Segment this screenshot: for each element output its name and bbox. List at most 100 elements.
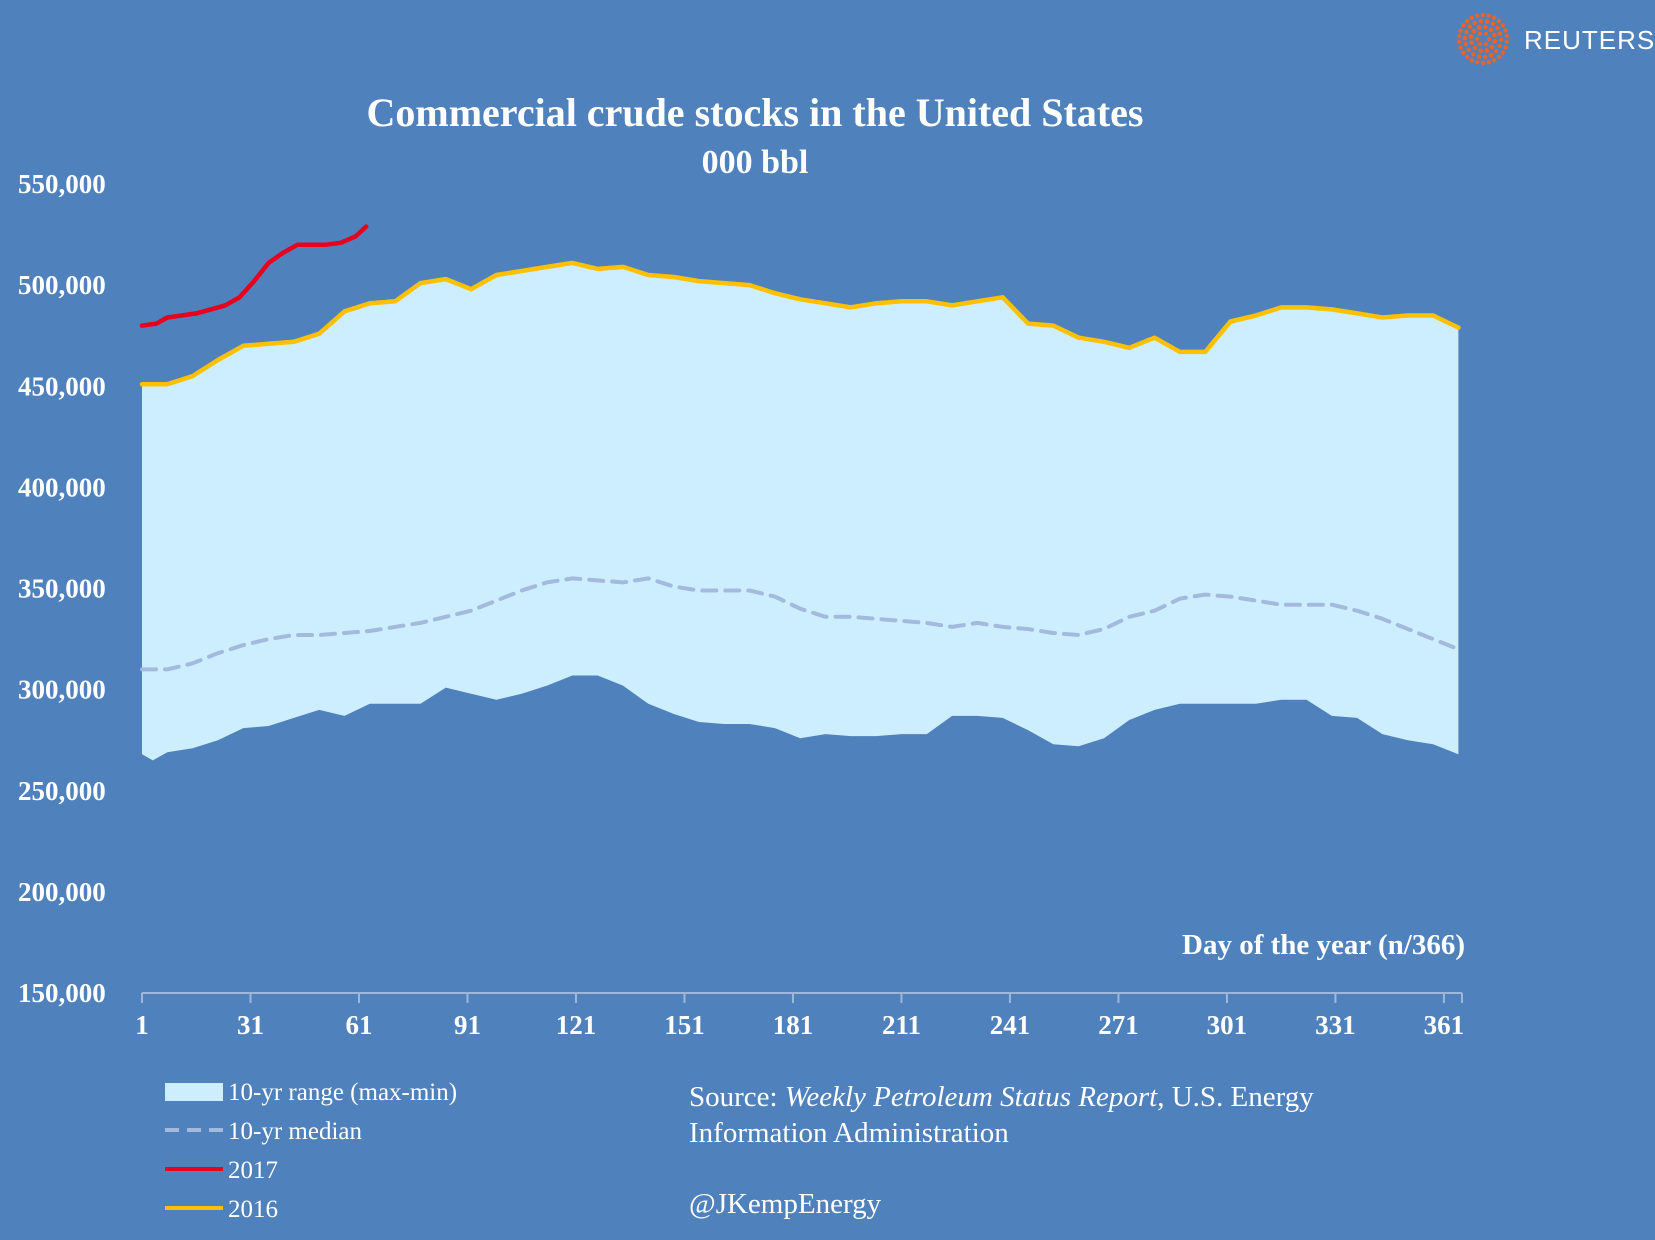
logo-dot	[1483, 42, 1489, 47]
logo-dot	[1461, 50, 1466, 55]
range-band-area	[142, 262, 1459, 761]
x-tick-label: 121	[556, 1010, 597, 1040]
brand-name: REUTERS	[1524, 25, 1655, 55]
logo-dot	[1486, 60, 1492, 65]
reuters-dot-circle-icon	[1457, 12, 1510, 66]
logo-dot	[1492, 39, 1498, 44]
x-tick-label: 1	[135, 1010, 149, 1040]
logo-dot	[1464, 18, 1470, 24]
logo-dot	[1500, 50, 1506, 55]
logo-dot	[1457, 39, 1462, 45]
logo-dot	[1483, 31, 1489, 36]
logo-dot	[1486, 13, 1491, 18]
logo-dot	[1469, 58, 1475, 63]
source-publisher: , U.S. Energy	[1157, 1081, 1314, 1113]
logo-dot	[1491, 15, 1497, 20]
logo-dot	[1465, 54, 1470, 60]
y-tick-label: 200,000	[18, 877, 106, 907]
source-prefix: Source:	[689, 1081, 785, 1113]
logo-dot	[1500, 23, 1505, 28]
logo-dot	[1497, 31, 1503, 36]
x-tick-label: 31	[237, 1010, 264, 1040]
logo-dot	[1462, 35, 1468, 41]
author-handle: @JKempEnergy	[689, 1188, 882, 1220]
logo-dot	[1492, 58, 1497, 63]
logo-dot	[1478, 18, 1484, 24]
legend-label-2017: 2017	[228, 1157, 278, 1184]
legend-item-2017: 2017	[165, 1157, 278, 1184]
logo-dot	[1476, 25, 1482, 30]
legend-swatch-range	[165, 1083, 223, 1101]
logo-dot	[1503, 45, 1508, 50]
logo-dot	[1474, 36, 1480, 42]
x-tick-label: 61	[345, 1010, 372, 1040]
logo-dot	[1484, 48, 1490, 53]
x-axis-label: Day of the year (n/366)	[1182, 929, 1465, 961]
logo-dot	[1483, 24, 1488, 30]
y-tick-label: 450,000	[18, 371, 106, 401]
logo-dot	[1504, 33, 1510, 39]
logo-dot	[1503, 28, 1508, 33]
logo-dot	[1471, 28, 1477, 34]
range-band-layer	[142, 262, 1459, 761]
y-tick-label: 300,000	[18, 675, 106, 705]
x-axis-ticks: 1 31 61 91 121 151 181 211 241 271 301 331 361	[135, 993, 1464, 1040]
series-lines-layer	[139, 224, 1461, 672]
logo-dot	[1478, 48, 1483, 54]
y-tick-label: 500,000	[18, 270, 106, 300]
reuters-logo: REUTERS	[1457, 12, 1655, 66]
logo-dot	[1469, 40, 1474, 46]
series-2017-line	[139, 224, 369, 328]
legend: 10-yr range (max-min) 10-yr median 2017 …	[165, 1079, 457, 1223]
legend-label-2016: 2016	[228, 1196, 278, 1223]
logo-dot	[1463, 42, 1469, 47]
y-tick-label: 150,000	[18, 978, 106, 1008]
source-report-title: Weekly Petroleum Status Report	[785, 1081, 1158, 1113]
chart-title: Commercial crude stocks in the United St…	[367, 90, 1144, 135]
logo-dot	[1468, 34, 1474, 39]
logo-dot	[1466, 47, 1471, 53]
logo-dot	[1458, 28, 1463, 33]
logo-dot	[1477, 42, 1483, 47]
logo-dot	[1489, 44, 1495, 50]
x-tick-label: 361	[1424, 1010, 1465, 1040]
logo-dot	[1493, 49, 1499, 54]
x-tick-label: 241	[990, 1010, 1031, 1040]
y-axis-ticks: 550,000 500,000 450,000 400,000 350,000 300,0…	[18, 169, 106, 1008]
logo-dot	[1458, 45, 1463, 50]
y-tick-label: 250,000	[18, 776, 106, 806]
logo-dot	[1475, 13, 1480, 18]
x-tick-label: 331	[1315, 1010, 1356, 1040]
logo-dot	[1480, 60, 1486, 66]
logo-dot	[1480, 12, 1486, 18]
logo-dot	[1461, 23, 1466, 28]
series-2016-line	[139, 260, 1461, 387]
logo-dot	[1467, 24, 1473, 30]
source-note: Source: Weekly Petroleum Status Report, …	[689, 1081, 1314, 1220]
legend-label-median: 10-yr median	[228, 1118, 362, 1145]
logo-dot	[1498, 37, 1504, 43]
x-tick-label: 301	[1207, 1010, 1248, 1040]
legend-item-range: 10-yr range (max-min)	[165, 1079, 457, 1106]
legend-label-range: 10-yr range (max-min)	[228, 1079, 457, 1106]
logo-dot	[1476, 54, 1482, 59]
logo-dot	[1457, 34, 1462, 39]
legend-item-2016: 2016	[165, 1196, 278, 1223]
y-tick-label: 400,000	[18, 472, 106, 502]
logo-dot	[1490, 21, 1496, 27]
legend-item-median: 10-yr median	[165, 1118, 362, 1145]
logo-dot	[1482, 54, 1488, 60]
y-tick-label: 350,000	[18, 574, 106, 604]
logo-dot	[1464, 29, 1469, 35]
median-line	[140, 576, 1461, 672]
x-tick-label: 211	[882, 1010, 921, 1040]
x-tick-label: 91	[454, 1010, 481, 1040]
logo-dot	[1504, 39, 1510, 44]
x-tick-label: 151	[664, 1010, 705, 1040]
y-tick-label: 550,000	[18, 169, 106, 199]
logo-dot	[1472, 45, 1478, 51]
logo-dot	[1488, 27, 1494, 33]
source-line-2: Information Administration	[689, 1117, 1009, 1149]
logo-dot	[1486, 36, 1492, 42]
